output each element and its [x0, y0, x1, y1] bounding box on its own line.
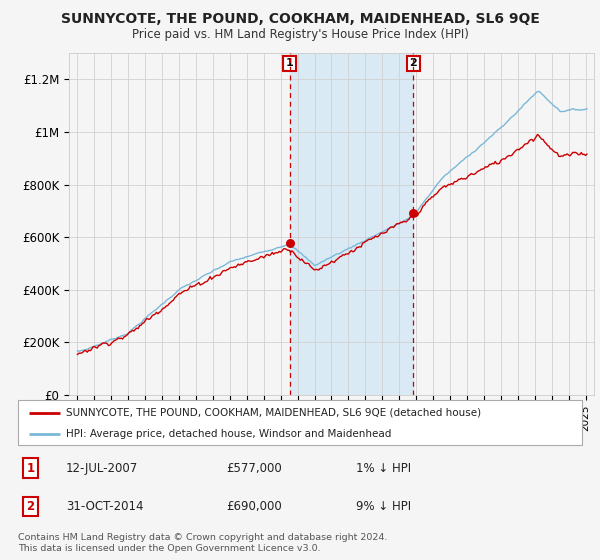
Text: SUNNYCOTE, THE POUND, COOKHAM, MAIDENHEAD, SL6 9QE (detached house): SUNNYCOTE, THE POUND, COOKHAM, MAIDENHEA… [66, 408, 481, 418]
Text: 12-JUL-2007: 12-JUL-2007 [66, 462, 138, 475]
Point [285, 239, 295, 248]
Point [409, 209, 418, 218]
Text: 1: 1 [26, 462, 35, 475]
Text: 9% ↓ HPI: 9% ↓ HPI [356, 500, 412, 513]
Text: £690,000: £690,000 [227, 500, 283, 513]
Text: 2: 2 [409, 58, 417, 68]
Text: 1% ↓ HPI: 1% ↓ HPI [356, 462, 412, 475]
Text: 2: 2 [26, 500, 35, 513]
Text: Price paid vs. HM Land Registry's House Price Index (HPI): Price paid vs. HM Land Registry's House … [131, 28, 469, 41]
Text: Contains HM Land Registry data © Crown copyright and database right 2024.: Contains HM Land Registry data © Crown c… [18, 533, 388, 542]
Text: 31-OCT-2014: 31-OCT-2014 [66, 500, 143, 513]
Text: 1: 1 [286, 58, 294, 68]
FancyBboxPatch shape [18, 400, 582, 445]
Text: SUNNYCOTE, THE POUND, COOKHAM, MAIDENHEAD, SL6 9QE: SUNNYCOTE, THE POUND, COOKHAM, MAIDENHEA… [61, 12, 539, 26]
Text: £577,000: £577,000 [227, 462, 283, 475]
Text: HPI: Average price, detached house, Windsor and Maidenhead: HPI: Average price, detached house, Wind… [66, 430, 391, 440]
Text: This data is licensed under the Open Government Licence v3.0.: This data is licensed under the Open Gov… [18, 544, 320, 553]
Bar [290, 53, 413, 395]
